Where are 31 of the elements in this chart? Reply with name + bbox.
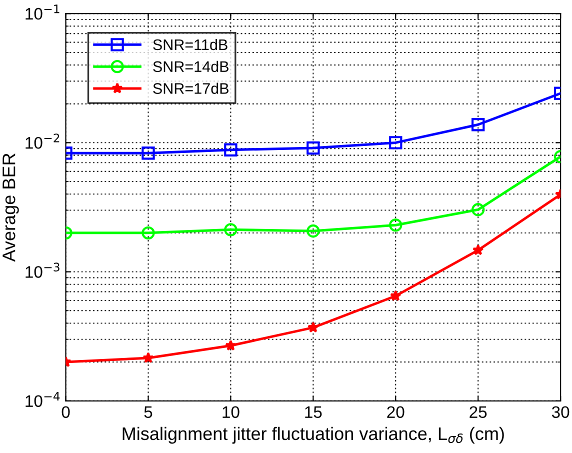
y-tick-label: 10$^{−4}$ [26, 392, 60, 407]
point [142, 226, 155, 240]
legend-label: SNR=17dB [153, 82, 228, 94]
point [224, 143, 238, 156]
x-tick-label: 10 [222, 406, 240, 418]
point [471, 203, 485, 216]
x-tick-label: 15 [305, 406, 322, 418]
point [389, 136, 402, 150]
point [472, 244, 484, 256]
y-tick-label: 10$^{−3}$ [26, 262, 60, 278]
x-tick-label: 5 [144, 406, 152, 418]
point [471, 118, 485, 132]
point [225, 340, 236, 351]
x-tick-label: 0 [62, 406, 70, 418]
y-axis-title: Average BER [2, 154, 19, 262]
point [224, 223, 238, 236]
point [306, 141, 320, 155]
y-tick-label: 10$^{−2}$ [26, 134, 60, 149]
y-tick-label: 10$^{−1}$ [26, 4, 60, 20]
point [308, 322, 319, 333]
point [306, 224, 320, 238]
x-tick-label: 30 [552, 406, 570, 418]
x-tick-label: 25 [470, 406, 487, 418]
point [142, 146, 155, 160]
legend-label: SNR=11dB [153, 38, 228, 50]
point [142, 352, 154, 363]
point [389, 218, 402, 232]
legend-label: SNR=14dB [153, 60, 228, 72]
x-tick-label: 20 [387, 406, 404, 418]
point [390, 290, 402, 301]
x-axis-title: Misalignment jitter fluctuation variance, L$_{σδ}$ (cm) [122, 426, 504, 444]
